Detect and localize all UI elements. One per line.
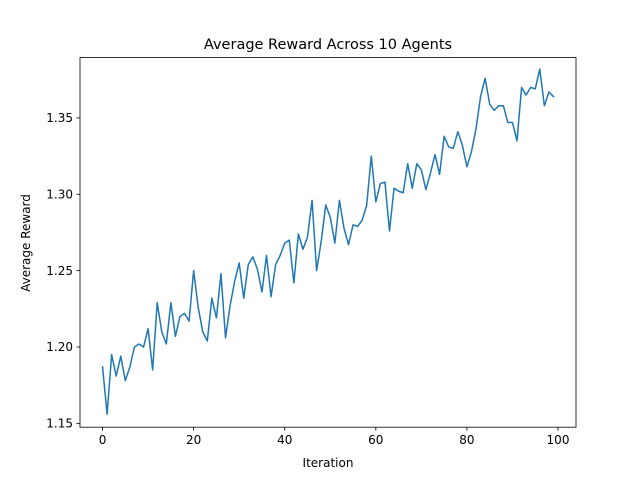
plot-area xyxy=(101,68,555,415)
chart-title: Average Reward Across 10 Agents xyxy=(204,37,452,53)
x-tick-label: 40 xyxy=(277,433,292,447)
x-axis-label: Iteration xyxy=(303,456,354,470)
x-axis-ticks: 0 20 40 60 80 100 xyxy=(99,427,570,447)
y-tick-label: 1.25 xyxy=(46,264,73,278)
y-axis-ticks: 1.15 1.20 1.25 1.30 1.35 xyxy=(46,111,80,431)
series-line xyxy=(101,68,555,415)
y-axis-label: Average Reward xyxy=(19,194,33,292)
x-tick-label: 100 xyxy=(547,433,570,447)
axes-frame xyxy=(79,57,577,428)
y-tick-label: 1.20 xyxy=(46,340,73,354)
x-tick-label: 60 xyxy=(368,433,383,447)
y-tick-label: 1.15 xyxy=(46,417,73,431)
x-tick-label: 0 xyxy=(99,433,107,447)
y-tick-label: 1.30 xyxy=(46,187,73,201)
y-tick-label: 1.35 xyxy=(46,111,73,125)
x-tick-label: 20 xyxy=(186,433,201,447)
x-tick-label: 80 xyxy=(459,433,474,447)
